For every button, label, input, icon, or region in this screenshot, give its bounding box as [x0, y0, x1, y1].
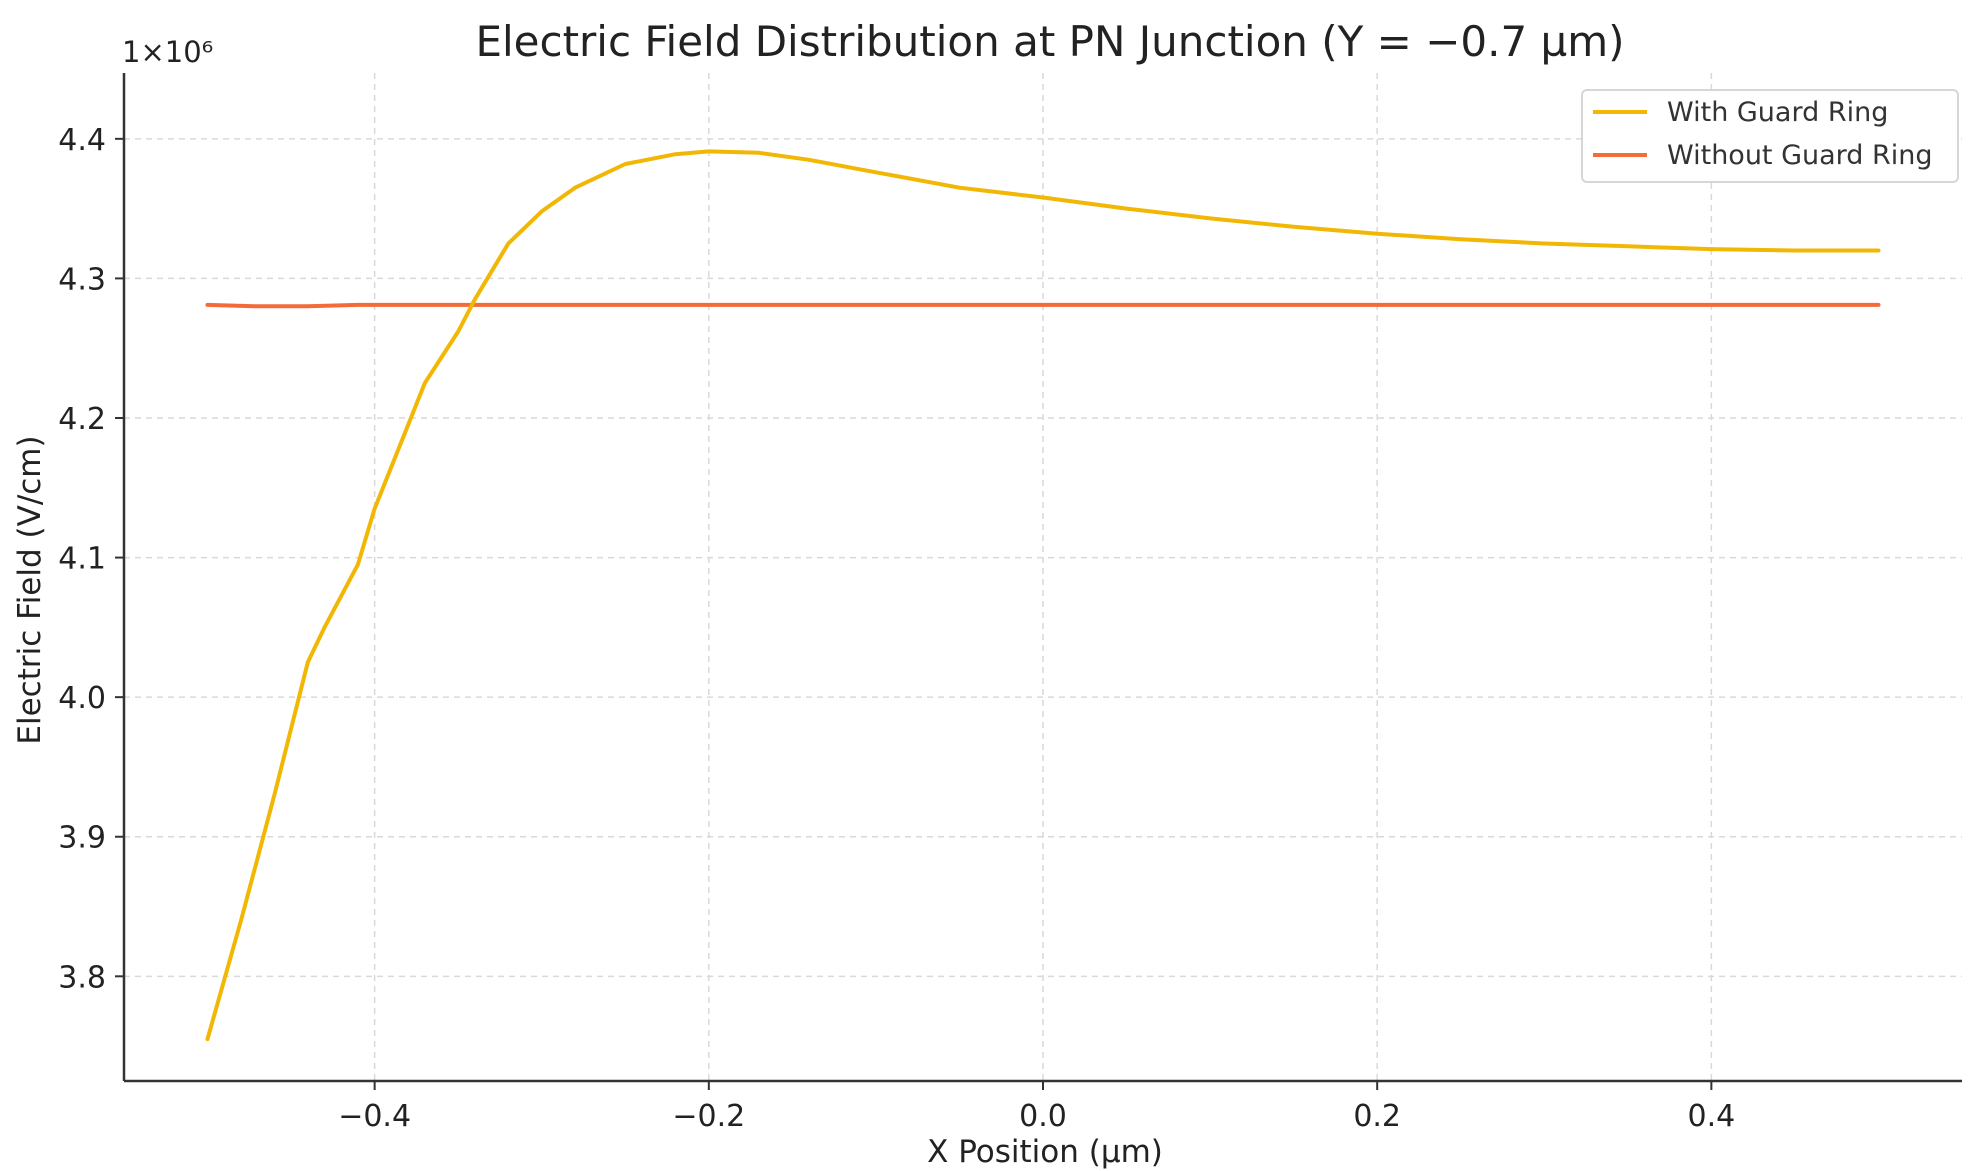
y-tick-label: 3.8 — [58, 960, 106, 995]
legend: With Guard Ring Without Guard Ring — [1581, 89, 1959, 183]
grid — [124, 73, 1962, 1081]
y-tick-label: 4.4 — [58, 123, 106, 158]
x-tick-label: −0.4 — [338, 1099, 411, 1134]
legend-label-with-guard-ring: With Guard Ring — [1667, 97, 1888, 128]
chart-title: Electric Field Distribution at PN Juncti… — [475, 17, 1624, 66]
y-tick-label: 3.9 — [58, 821, 106, 856]
y-tick-label: 4.2 — [58, 402, 106, 437]
y-tick-label: 4.0 — [58, 681, 106, 716]
series-line-without-guard-ring — [205, 302, 1881, 309]
ticks: −0.4 −0.2 0.0 0.2 0.4 3.8 3.9 4.0 4.1 4.2 4.3 4.4 — [58, 123, 1735, 1134]
y-tick-label: 4.3 — [58, 262, 106, 297]
legend-label-without-guard-ring: Without Guard Ring — [1667, 140, 1933, 171]
x-tick-label: −0.2 — [672, 1099, 745, 1134]
series-layer — [205, 149, 1881, 1042]
series-line-with-guard-ring — [205, 149, 1881, 1042]
x-tick-label: 0.4 — [1688, 1099, 1736, 1134]
legend-box — [1581, 89, 1959, 183]
x-tick-label: 0.2 — [1353, 1099, 1401, 1134]
y-offset-label: 1×10⁶ — [122, 35, 213, 69]
x-tick-label: 0.0 — [1019, 1099, 1067, 1134]
y-axis-label: Electric Field (V/cm) — [12, 435, 48, 744]
y-tick-label: 4.1 — [58, 542, 106, 577]
x-axis-label: X Position (µm) — [927, 1134, 1163, 1170]
